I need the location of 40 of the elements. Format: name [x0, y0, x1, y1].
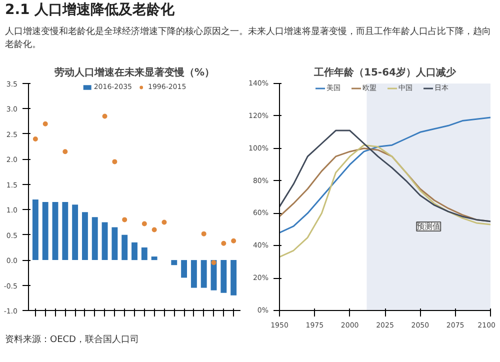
point	[221, 240, 226, 246]
bar	[62, 202, 68, 260]
chart-title: 劳动人口增速在未来显著变慢（%）	[54, 66, 215, 78]
bar	[102, 222, 108, 260]
bar	[200, 260, 207, 288]
bar	[92, 217, 98, 260]
point	[211, 260, 216, 266]
chart-title: 工作年龄（15-64岁）人口减少	[313, 66, 457, 78]
point	[62, 149, 68, 154]
text: 2.1 人口增速降低及老龄化	[5, 1, 176, 20]
point	[102, 114, 108, 119]
bar	[171, 260, 178, 266]
text: 人口增速变慢和老龄化是全球经济增速下降的核心原因之一。未来人口增速将显著变慢，而且工作年龄人口占比下降，趋向老龄化。	[5, 26, 492, 52]
bar	[52, 202, 58, 260]
bar	[82, 212, 88, 260]
line-series	[280, 116, 490, 234]
bar	[42, 202, 48, 260]
point	[152, 227, 157, 232]
point	[231, 238, 236, 244]
bar	[181, 260, 188, 278]
text: 资料来源：OECD，联合国人口司	[5, 334, 139, 347]
point	[42, 121, 48, 126]
bar	[72, 204, 78, 260]
bar	[230, 260, 237, 296]
point	[162, 220, 167, 225]
bar	[122, 234, 128, 260]
line-series	[280, 130, 490, 222]
bar	[141, 247, 148, 260]
bar	[132, 242, 138, 260]
point	[142, 221, 147, 226]
bar	[190, 260, 197, 288]
bar	[151, 256, 158, 260]
point	[112, 159, 118, 164]
point	[32, 136, 38, 142]
line-series	[280, 144, 490, 258]
bar	[32, 200, 38, 260]
point	[201, 231, 206, 236]
bar	[112, 227, 118, 260]
bar	[220, 260, 227, 293]
point	[122, 217, 128, 222]
